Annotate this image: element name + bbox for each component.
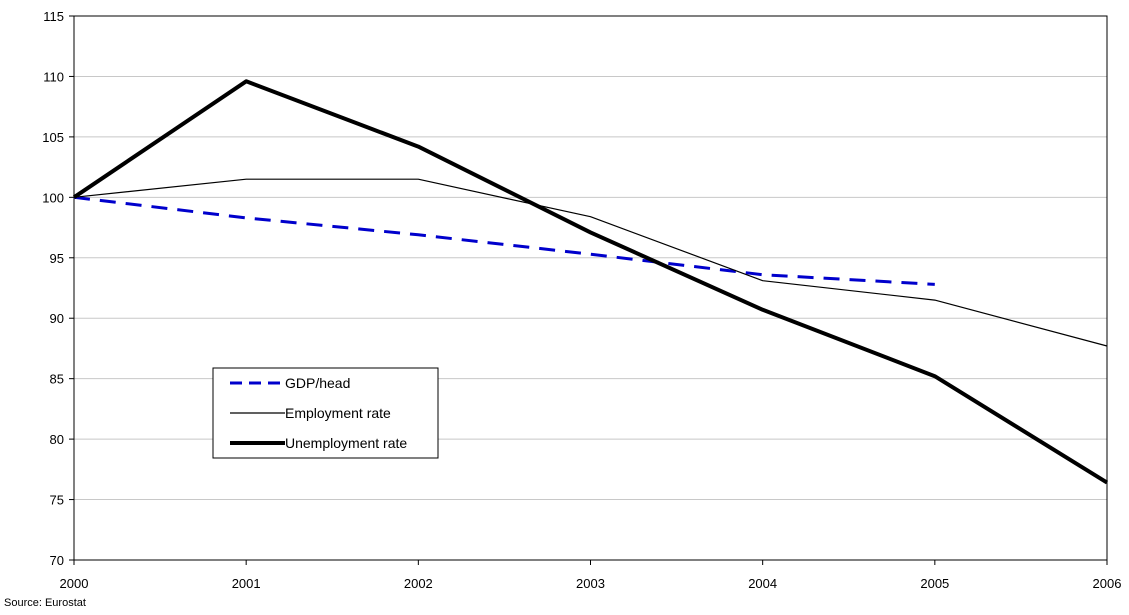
y-tick-label: 85: [50, 372, 64, 387]
x-tick-label: 2005: [920, 576, 949, 591]
y-tick-label: 90: [50, 311, 64, 326]
y-tick-label: 80: [50, 432, 64, 447]
series-lines: [72, 79, 1109, 485]
x-tick-label: 2006: [1093, 576, 1122, 591]
x-tick-label: 2002: [404, 576, 433, 591]
y-tick-label: 70: [50, 553, 64, 568]
legend-label: Unemployment rate: [285, 435, 407, 451]
x-tick-label: 2001: [232, 576, 261, 591]
plot-area-frame: [73, 15, 1108, 561]
series-line-gdp-head: [73, 195, 935, 286]
y-tick-label: 75: [50, 493, 64, 508]
y-tick-label: 110: [43, 69, 64, 84]
y-tick-label: 100: [42, 190, 64, 205]
y-axis-ticks: 70 75 80 85 90 95 100 105 110 115: [42, 9, 74, 568]
legend-label: GDP/head: [285, 375, 350, 391]
y-tick-label: 95: [50, 251, 64, 266]
legend: GDP/head Employment rate Unemployment rate: [212, 367, 439, 459]
y-tick-label: 105: [42, 130, 64, 145]
legend-label: Employment rate: [285, 405, 391, 421]
series-line-unemployment-rate: [72, 79, 1109, 485]
x-axis-ticks: 2000 2001 2002 2003 2004 2005 2006: [60, 560, 1122, 591]
series-line-employment-rate: [73, 178, 1108, 347]
x-tick-label: 2004: [748, 576, 777, 591]
source-note: Source: Eurostat: [4, 597, 86, 609]
x-tick-label: 2000: [60, 576, 89, 591]
x-tick-label: 2003: [576, 576, 605, 591]
y-tick-label: 115: [43, 9, 64, 24]
